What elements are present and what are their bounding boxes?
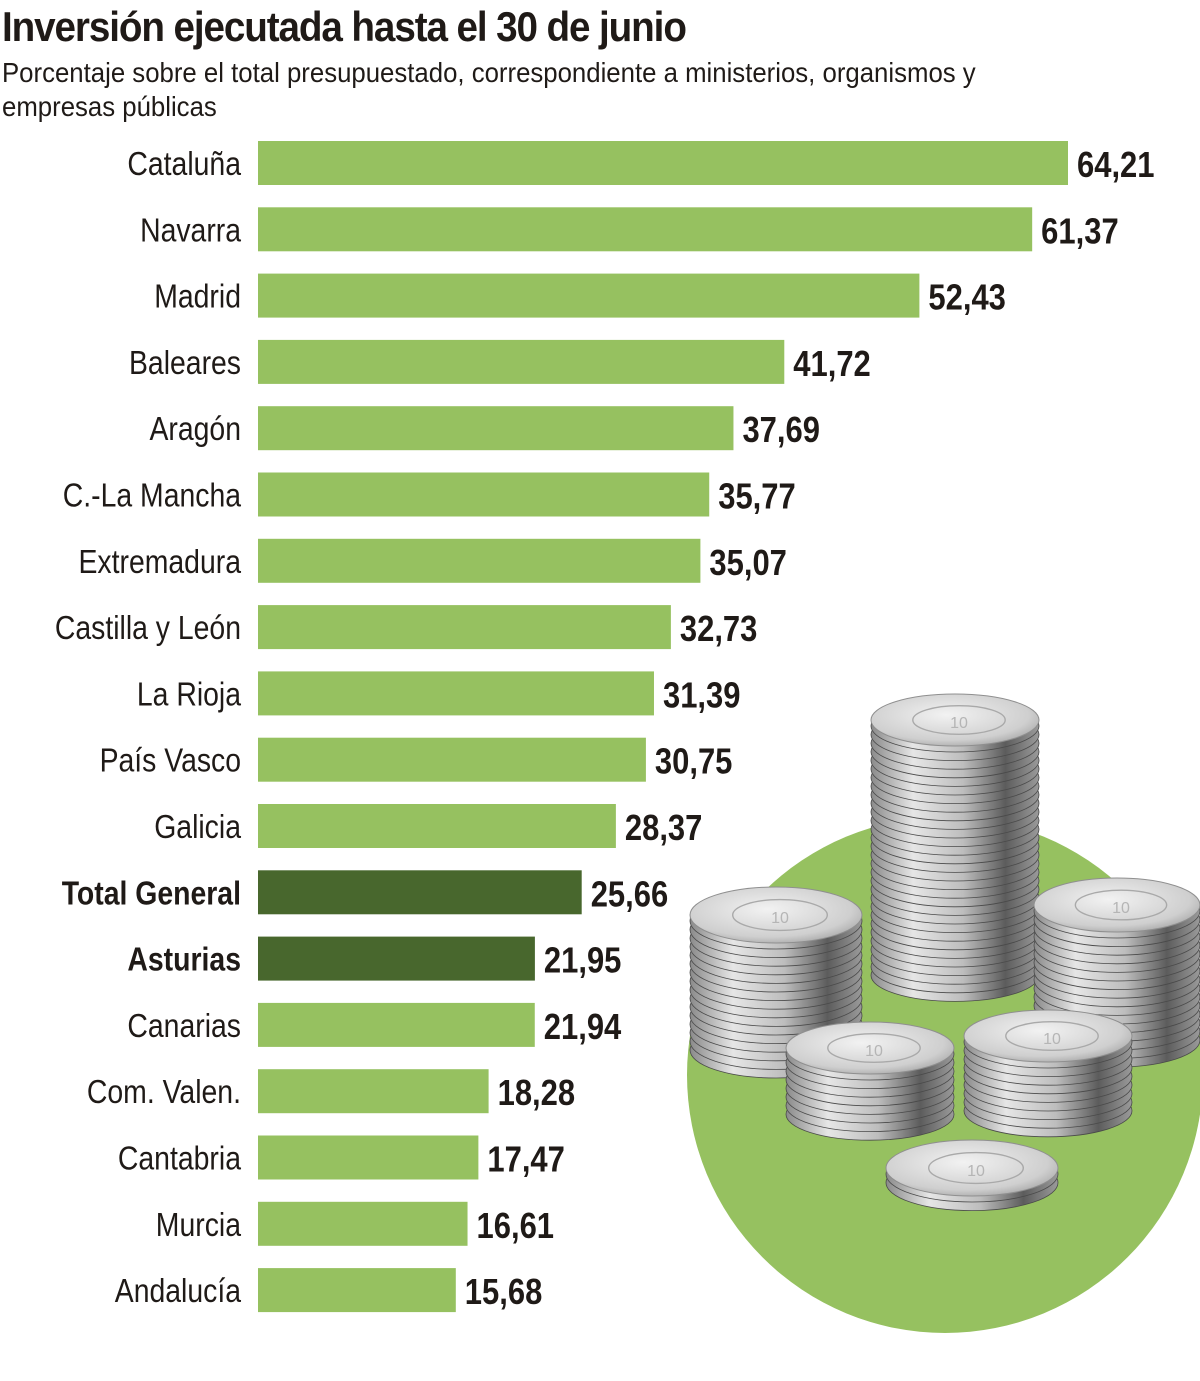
bar-baleares xyxy=(258,339,785,384)
category-label-baleares: Baleares xyxy=(129,344,241,381)
coin-stack: 10 xyxy=(785,1021,955,1141)
category-label-aragon: Aragón xyxy=(150,410,242,447)
value-label-asturias: 21,95 xyxy=(544,940,622,981)
category-label-murcia: Murcia xyxy=(156,1206,242,1243)
value-label-baleares: 41,72 xyxy=(793,343,871,384)
value-label-castilla-y-leon: 32,73 xyxy=(680,608,758,649)
value-label-c-la-mancha: 35,77 xyxy=(718,476,796,517)
coin-stack: 10 xyxy=(870,693,1040,1002)
bar-com-valen xyxy=(258,1069,489,1114)
bar-cataluna xyxy=(258,141,1068,185)
bar-madrid xyxy=(258,273,920,318)
bar-c-la-mancha xyxy=(258,472,710,517)
category-label-extremadura: Extremadura xyxy=(79,543,242,580)
chart-subtitle: Porcentaje sobre el total presupuestado,… xyxy=(2,57,976,122)
coin-stacks: 10 10 10 10 10 10 xyxy=(689,693,1200,1211)
bar-galicia xyxy=(258,804,616,848)
value-label-navarra: 61,37 xyxy=(1041,210,1119,251)
coin-face-text: 10 xyxy=(950,715,968,732)
bar-castilla-y-leon xyxy=(258,605,671,650)
chart-title: Inversión ejecutada hasta el 30 de junio xyxy=(2,3,687,50)
bar-murcia xyxy=(258,1201,468,1246)
category-label-la-rioja: La Rioja xyxy=(137,675,242,712)
coin-face-text: 10 xyxy=(967,1163,985,1180)
coin-face-text: 10 xyxy=(771,910,789,927)
coin-stack: 10 xyxy=(1033,877,1200,1068)
category-label-pais-vasco: País Vasco xyxy=(100,742,241,779)
category-label-canarias: Canarias xyxy=(127,1007,241,1044)
category-label-c-la-mancha: C.-La Mancha xyxy=(63,477,242,514)
coin-face-text: 10 xyxy=(1043,1031,1061,1048)
category-label-cantabria: Cantabria xyxy=(118,1140,242,1177)
bar-andalucia xyxy=(258,1268,456,1313)
category-label-galicia: Galicia xyxy=(154,808,241,845)
category-label-navarra: Navarra xyxy=(140,211,241,248)
category-label-total-general: Total General xyxy=(62,874,241,911)
value-label-aragon: 37,69 xyxy=(742,409,820,450)
category-label-madrid: Madrid xyxy=(154,278,241,315)
category-label-castilla-y-leon: Castilla y León xyxy=(55,609,241,646)
category-label-com-valen: Com. Valen. xyxy=(87,1073,241,1110)
value-label-canarias: 21,94 xyxy=(544,1006,622,1047)
category-label-cataluna: Cataluña xyxy=(127,145,241,182)
value-label-murcia: 16,61 xyxy=(477,1205,555,1246)
value-label-cantabria: 17,47 xyxy=(487,1139,565,1180)
value-label-galicia: 28,37 xyxy=(625,807,703,848)
value-label-la-rioja: 31,39 xyxy=(663,674,741,715)
coin-stack: 10 xyxy=(885,1139,1059,1211)
bar-navarra xyxy=(258,207,1033,252)
value-label-cataluna: 64,21 xyxy=(1077,144,1155,185)
bar-asturias xyxy=(258,936,535,981)
bar-cantabria xyxy=(258,1135,479,1180)
coin-face-text: 10 xyxy=(1112,900,1130,917)
value-label-andalucia: 15,68 xyxy=(465,1271,543,1312)
bar-canarias xyxy=(258,1002,535,1047)
category-label-andalucia: Andalucía xyxy=(115,1272,242,1309)
value-label-com-valen: 18,28 xyxy=(498,1072,576,1113)
coin-face-text: 10 xyxy=(865,1043,883,1060)
coin-stack: 10 xyxy=(963,1009,1133,1138)
value-label-extremadura: 35,07 xyxy=(709,542,787,583)
bar-la-rioja xyxy=(258,671,654,716)
bar-aragon xyxy=(258,406,734,451)
category-label-asturias: Asturias xyxy=(127,941,241,978)
bar-extremadura xyxy=(258,538,701,583)
value-label-pais-vasco: 30,75 xyxy=(655,741,733,782)
bar-pais-vasco xyxy=(258,737,646,782)
coin-stack: 10 xyxy=(689,886,863,1079)
value-label-madrid: 52,43 xyxy=(928,277,1006,318)
value-label-total-general: 25,66 xyxy=(591,873,669,914)
bar-total-general xyxy=(258,870,582,915)
